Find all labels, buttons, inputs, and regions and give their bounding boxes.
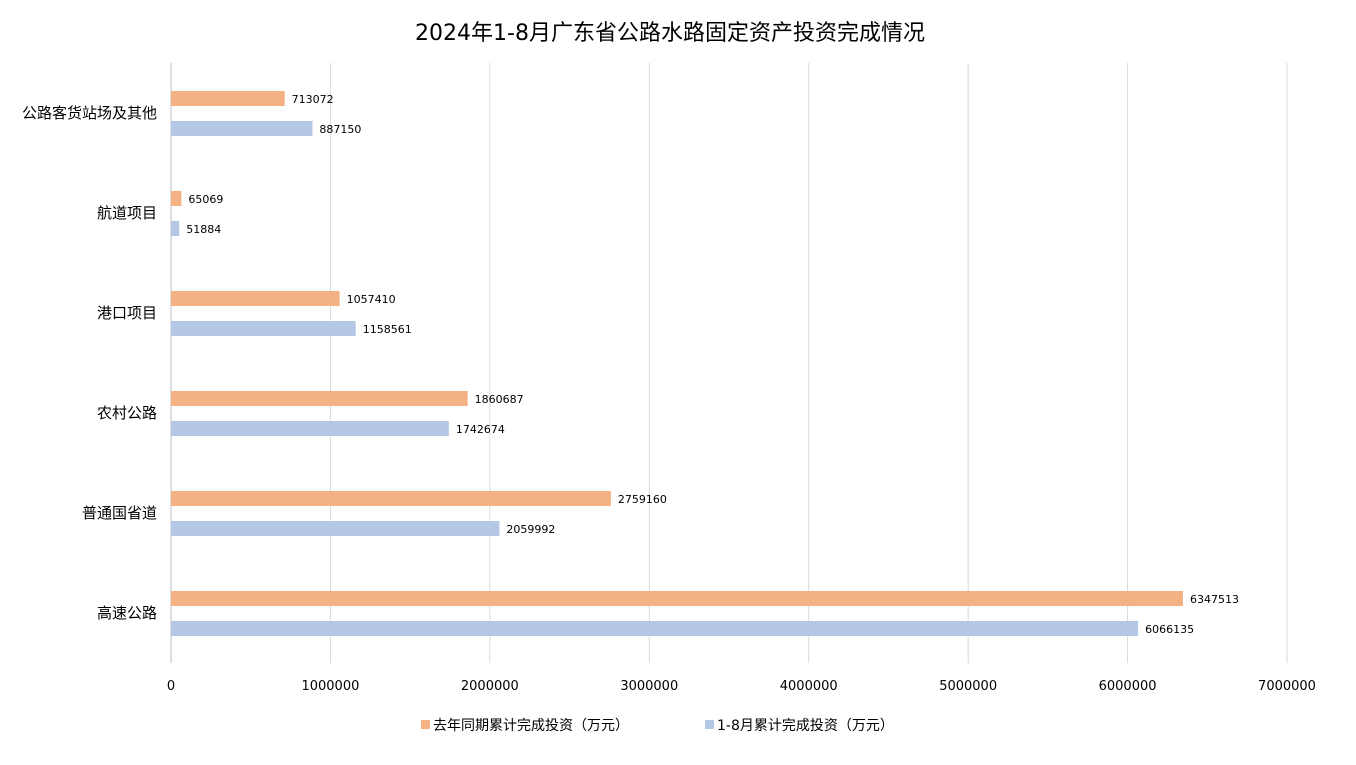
bar <box>171 391 468 406</box>
bar <box>171 521 500 536</box>
gridlines <box>170 63 1288 663</box>
bar <box>171 421 449 436</box>
data-label: 2759160 <box>618 493 667 506</box>
x-tick-labels: 0 1000000 2000000 3000000 4000000 5000000 6000… <box>167 679 1316 694</box>
data-label: 65069 <box>188 193 223 206</box>
legend: 去年同期累计完成投资（万元） 1-8月累计完成投资（万元） <box>421 718 894 734</box>
category-label: 高速公路 <box>97 604 157 622</box>
bar <box>171 91 285 106</box>
data-label: 6347513 <box>1190 593 1239 606</box>
data-label: 887150 <box>319 123 361 136</box>
data-label: 51884 <box>186 223 221 236</box>
x-tick-label: 6000000 <box>1099 679 1157 694</box>
category-label: 港口项目 <box>97 304 157 322</box>
bar <box>171 321 356 336</box>
category-label: 公路客货站场及其他 <box>22 104 157 122</box>
category-label: 农村公路 <box>97 404 157 422</box>
x-tick-label: 1000000 <box>301 679 359 694</box>
x-tick-label: 7000000 <box>1258 679 1316 694</box>
data-label: 1158561 <box>363 323 412 336</box>
x-tick-label: 3000000 <box>620 679 678 694</box>
legend-label: 去年同期累计完成投资（万元） <box>433 718 629 734</box>
x-tick-label: 4000000 <box>780 679 838 694</box>
bar <box>171 221 180 236</box>
chart-title: 2024年1-8月广东省公路水路固定资产投资完成情况 <box>415 21 925 46</box>
data-label: 6066135 <box>1145 623 1194 636</box>
bar <box>171 291 340 306</box>
data-label: 1057410 <box>347 293 396 306</box>
x-tick-label: 0 <box>167 679 175 694</box>
data-label: 2059992 <box>506 523 555 536</box>
x-tick-label: 2000000 <box>461 679 519 694</box>
legend-swatch <box>421 720 430 729</box>
data-label: 1742674 <box>456 423 505 436</box>
legend-swatch <box>705 720 714 729</box>
category-label: 普通国省道 <box>82 504 157 522</box>
bar <box>171 591 1183 606</box>
bar <box>171 491 611 506</box>
data-label: 713072 <box>292 93 334 106</box>
data-label: 1860687 <box>475 393 524 406</box>
category-label: 航道项目 <box>97 204 157 222</box>
legend-label: 1-8月累计完成投资（万元） <box>717 718 894 734</box>
bar <box>171 191 182 206</box>
bars: 713072 887150 65069 51884 1057410 1158561 1860… <box>171 91 1239 636</box>
bar <box>171 621 1139 636</box>
bar <box>171 121 313 136</box>
x-tick-label: 5000000 <box>939 679 997 694</box>
